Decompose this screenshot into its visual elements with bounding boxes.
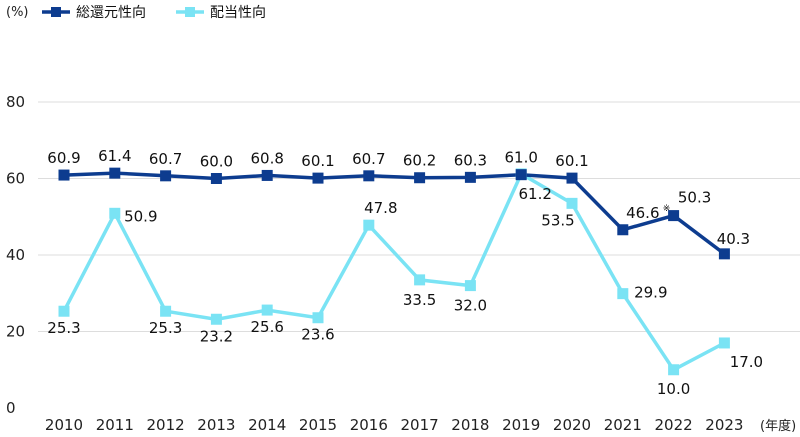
x-axis: 2010 2011 2012 2013 2014 2015 2016 2017 2018 2019… [45,416,744,434]
data-label-series-0: 40.3 [717,230,750,248]
x-tick-label: 2013 [197,416,235,434]
data-label-series-0: 60.8 [250,149,283,167]
series-0-marker [160,170,172,182]
x-tick-label: 2017 [401,416,439,434]
data-label-series-0: 46.6 [626,204,659,222]
data-label-series-1: 23.2 [200,327,233,345]
data-label-series-1: 47.8 [364,199,397,217]
x-tick-label: 2022 [655,416,693,434]
legend-swatch-marker-total-return [51,7,61,17]
series-line-0 [63,171,726,256]
series-0-marker [58,169,70,181]
series-0-marker [718,248,730,260]
x-tick-label: 2010 [45,416,83,434]
series-1-marker [464,280,476,292]
data-label-series-1: 29.9 [634,284,667,302]
legend-label-total-return: 総還元性向 [76,5,146,21]
data-label-series-0: 50.3 [678,189,711,207]
data-label-series-0: 60.7 [149,150,182,168]
series-1-marker [414,274,426,286]
y-tick-label: 20 [6,323,25,341]
series-1-marker [261,304,273,316]
series-markers [58,167,730,376]
series-1-marker [668,364,680,376]
y-tick-label: 0 [6,399,16,417]
series-1-marker [566,197,578,209]
series-line-1 [62,171,726,373]
data-label-series-1: 25.3 [149,319,182,337]
data-label-series-0: 61.4 [98,147,131,165]
legend-item-total-return: 総還元性向 [42,5,146,21]
series-0-marker [109,167,121,179]
series-1-marker [58,305,70,317]
x-tick-label: 2012 [147,416,185,434]
data-label-series-0: 60.1 [555,152,588,170]
data-label-series-1: 53.5 [541,211,574,229]
x-tick-label: 2015 [299,416,337,434]
data-label-series-0: 60.2 [403,152,436,170]
series-0-marker [210,173,222,184]
y-tick-label: 40 [6,246,25,264]
data-label-series-0: 61.0 [504,149,537,167]
series-1-marker [718,337,730,349]
series-1-marker [363,219,375,231]
data-label-series-0: 60.3 [454,151,487,169]
data-label-series-1: 25.6 [250,318,283,336]
data-labels: 60.9 61.4 60.7 60.0 60.8 60.1 60.7 60.2 60.3 61.0… [47,147,763,398]
series-0-marker [363,170,375,182]
series-0-marker [668,210,680,222]
series-0-marker [515,169,527,181]
data-label-series-0: 60.7 [352,150,385,168]
data-label-series-1: 61.2 [518,185,551,203]
data-label-series-1: 32.0 [454,297,487,315]
y-tick-label: 80 [6,93,25,111]
series-lines [62,171,726,373]
legend-swatch-marker-dividend-payout [185,7,195,17]
data-label-series-1: 17.0 [730,353,763,371]
data-label-series-0: 60.1 [301,152,334,170]
series-0-marker [414,172,426,184]
x-tick-label: 2018 [451,416,489,434]
x-tick-label: 2011 [96,416,134,434]
series-1-marker [210,313,222,325]
legend-label-dividend-payout: 配当性向 [210,5,266,21]
series-1-marker [160,305,172,317]
data-label-series-1: 25.3 [47,319,80,337]
legend-item-dividend-payout: 配当性向 [176,5,266,21]
data-label-series-0: 60.0 [200,153,233,171]
x-tick-label: 2023 [705,416,743,434]
annotation-mark: ※ [663,204,671,214]
y-axis: 0 20 40 60 80 [6,93,25,417]
x-tick-label: 2014 [248,416,286,434]
x-tick-label: 2020 [553,416,591,434]
x-tick-label: 2016 [350,416,388,434]
x-tick-label: 2021 [604,416,642,434]
series-1-marker [109,207,121,219]
data-label-series-1: 33.5 [403,291,436,309]
x-tick-label: 2019 [502,416,540,434]
data-label-series-1: 23.6 [301,326,334,344]
legend: 総還元性向 配当性向 [42,5,266,21]
series-0-marker [312,172,324,184]
series-0-marker [464,171,476,183]
series-1-marker [617,288,629,300]
series-0-marker [261,169,273,181]
series-0-marker [617,224,629,236]
data-label-series-0: 60.9 [47,149,80,167]
series-0-marker [566,172,578,184]
x-axis-unit-label: (年度) [760,418,796,434]
y-tick-label: 60 [6,170,25,188]
series-1-marker [312,312,324,324]
y-axis-unit-label: (%) [6,5,29,20]
data-label-series-1: 50.9 [124,207,157,225]
data-label-series-1: 10.0 [657,380,690,398]
